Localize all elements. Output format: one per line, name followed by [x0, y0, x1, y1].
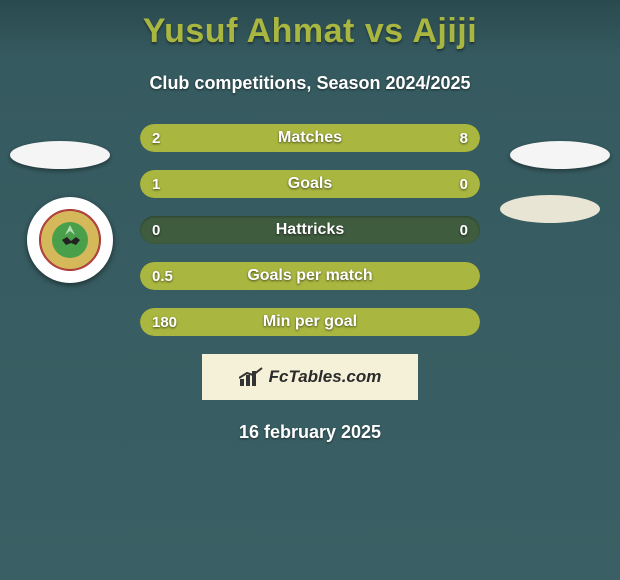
page-title: Yusuf Ahmat vs Ajiji — [0, 0, 620, 51]
club-indicator-right — [510, 141, 610, 169]
stat-row: 10Goals — [140, 170, 480, 198]
stat-row: 28Matches — [140, 124, 480, 152]
stat-label: Min per goal — [140, 308, 480, 336]
bars-icon — [239, 367, 263, 387]
stat-label: Goals per match — [140, 262, 480, 290]
subtitle: Club competitions, Season 2024/2025 — [0, 73, 620, 94]
player-badge-left — [27, 197, 113, 283]
comparison-content: 28Matches 10Goals 00Hattricks 0.5Goals per … — [0, 124, 620, 443]
stat-row: 180Min per goal — [140, 308, 480, 336]
club-indicator-left — [10, 141, 110, 169]
stat-rows: 28Matches 10Goals 00Hattricks 0.5Goals per … — [140, 124, 480, 336]
stat-label: Goals — [140, 170, 480, 198]
player-badge-right — [500, 195, 600, 223]
stat-row: 0.5Goals per match — [140, 262, 480, 290]
stat-label: Matches — [140, 124, 480, 152]
attribution-text: FcTables.com — [269, 367, 382, 387]
crest-icon — [37, 207, 103, 273]
stat-label: Hattricks — [140, 216, 480, 244]
attribution-logo: FcTables.com — [202, 354, 418, 400]
stat-row: 00Hattricks — [140, 216, 480, 244]
date-label: 16 february 2025 — [0, 422, 620, 443]
